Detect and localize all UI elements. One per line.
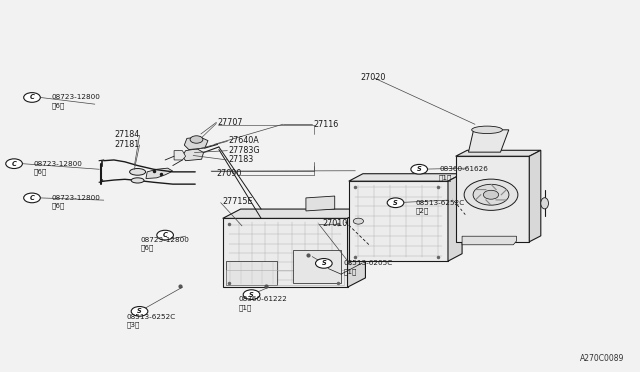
Polygon shape <box>223 209 365 218</box>
Polygon shape <box>306 196 335 211</box>
Ellipse shape <box>472 126 502 134</box>
Text: 08513-6252C: 08513-6252C <box>416 200 465 206</box>
Polygon shape <box>349 181 448 261</box>
Polygon shape <box>174 151 186 160</box>
Polygon shape <box>223 218 348 287</box>
Text: S: S <box>417 166 422 172</box>
Circle shape <box>157 230 173 240</box>
Text: C: C <box>29 195 35 201</box>
Polygon shape <box>468 130 509 152</box>
Circle shape <box>473 184 509 205</box>
Text: 08360-61626: 08360-61626 <box>439 166 488 172</box>
Ellipse shape <box>131 178 144 183</box>
Text: S: S <box>393 200 398 206</box>
Text: （3）: （3） <box>127 322 140 328</box>
Text: （1）: （1） <box>344 268 357 275</box>
Polygon shape <box>184 137 208 150</box>
Circle shape <box>411 164 428 174</box>
Circle shape <box>316 259 332 268</box>
Polygon shape <box>456 156 529 242</box>
Text: （1）: （1） <box>239 304 252 311</box>
Text: C: C <box>29 94 35 100</box>
Text: S: S <box>321 260 326 266</box>
Circle shape <box>464 179 518 210</box>
Text: C: C <box>163 232 168 238</box>
Text: 27010: 27010 <box>322 219 347 228</box>
Text: 08513-6205C: 08513-6205C <box>344 260 393 266</box>
Text: 〈6〉: 〈6〉 <box>34 169 47 175</box>
Polygon shape <box>182 149 204 161</box>
Text: 27640A: 27640A <box>228 137 259 145</box>
Text: S: S <box>137 308 142 314</box>
Circle shape <box>483 190 499 199</box>
Text: 08360-61222: 08360-61222 <box>239 296 287 302</box>
Text: 27715E: 27715E <box>223 198 253 206</box>
Text: 27707: 27707 <box>218 118 243 126</box>
Text: 08723-12800: 08723-12800 <box>52 94 100 100</box>
Text: 08723-12800: 08723-12800 <box>52 195 100 201</box>
Text: 〈6〉: 〈6〉 <box>52 203 65 209</box>
Circle shape <box>24 193 40 203</box>
Polygon shape <box>348 209 365 287</box>
Ellipse shape <box>129 169 146 175</box>
Text: 〈6〉: 〈6〉 <box>141 245 154 251</box>
Text: 27116: 27116 <box>313 120 338 129</box>
Text: 27181: 27181 <box>114 140 139 149</box>
Circle shape <box>387 198 404 208</box>
Text: （1）: （1） <box>439 174 452 181</box>
Circle shape <box>353 218 364 224</box>
Polygon shape <box>293 250 341 283</box>
Polygon shape <box>462 236 516 245</box>
Ellipse shape <box>541 198 548 209</box>
Polygon shape <box>529 150 541 242</box>
Circle shape <box>24 93 40 102</box>
Circle shape <box>6 159 22 169</box>
Text: 〈6〉: 〈6〉 <box>52 102 65 109</box>
Polygon shape <box>146 168 173 179</box>
Circle shape <box>243 290 260 299</box>
Text: 08513-6252C: 08513-6252C <box>127 314 176 320</box>
Text: 27090: 27090 <box>216 169 242 178</box>
Polygon shape <box>226 261 277 285</box>
Circle shape <box>131 307 148 316</box>
Polygon shape <box>349 174 462 181</box>
Text: 27020: 27020 <box>360 73 386 82</box>
Text: 27184: 27184 <box>114 130 139 139</box>
Circle shape <box>190 136 203 143</box>
Polygon shape <box>448 174 462 261</box>
Text: （2）: （2） <box>416 208 429 214</box>
Text: 27783G: 27783G <box>228 146 260 155</box>
Polygon shape <box>456 150 541 156</box>
Text: C: C <box>12 161 17 167</box>
Text: S: S <box>249 292 254 298</box>
Text: 08723-12800: 08723-12800 <box>34 161 83 167</box>
Text: A270C0089: A270C0089 <box>580 354 624 363</box>
Text: 08723-12800: 08723-12800 <box>141 237 189 243</box>
Text: 27183: 27183 <box>228 155 253 164</box>
